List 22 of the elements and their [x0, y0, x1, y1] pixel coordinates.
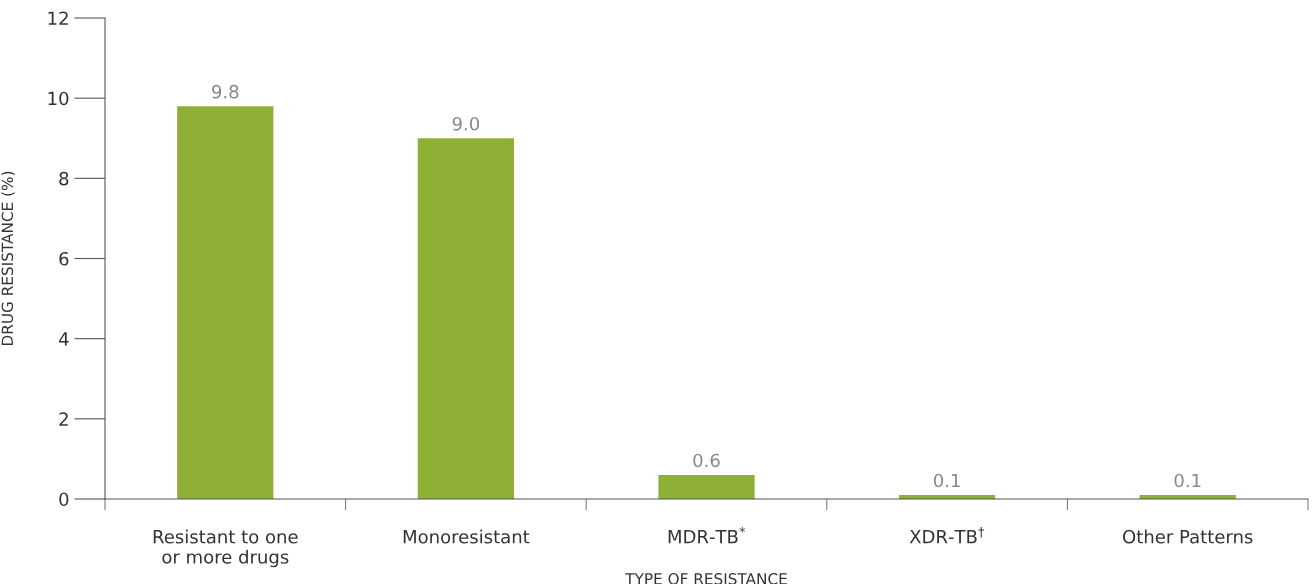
y-tick-label: 12 — [48, 11, 68, 25]
y-axis-title: DRUG RESISTANCE (%) — [1, 171, 15, 346]
data-label: 9.0 — [452, 116, 480, 131]
y-tick-label: 4 — [58, 332, 69, 346]
x-tick-label: MDR-TB$^{*}$ — [668, 526, 746, 544]
y-tick-label: 8 — [59, 171, 69, 186]
y-tick-label: 2 — [59, 412, 68, 426]
x-tick-label: XDR-TB$^{†}$ — [909, 527, 985, 544]
y-tick-label: 0 — [59, 492, 69, 507]
data-label: 0.1 — [933, 473, 960, 488]
x-axis-title: TYPE OF RESISTANCE — [625, 573, 787, 584]
bar — [177, 106, 274, 499]
y-tick-label: 6 — [59, 251, 69, 266]
x-tick-label: Other Patterns — [1123, 529, 1253, 544]
bar — [658, 474, 755, 499]
x-tick-label: Monoresistant — [403, 529, 530, 544]
x-tick-label: Resistant to one or more drugs — [153, 529, 298, 568]
y-tick-label: 10 — [48, 91, 69, 106]
data-label: 0.6 — [693, 453, 720, 468]
data-label: 9.8 — [212, 84, 239, 99]
data-label: 0.1 — [1174, 473, 1201, 488]
bar — [417, 138, 515, 499]
